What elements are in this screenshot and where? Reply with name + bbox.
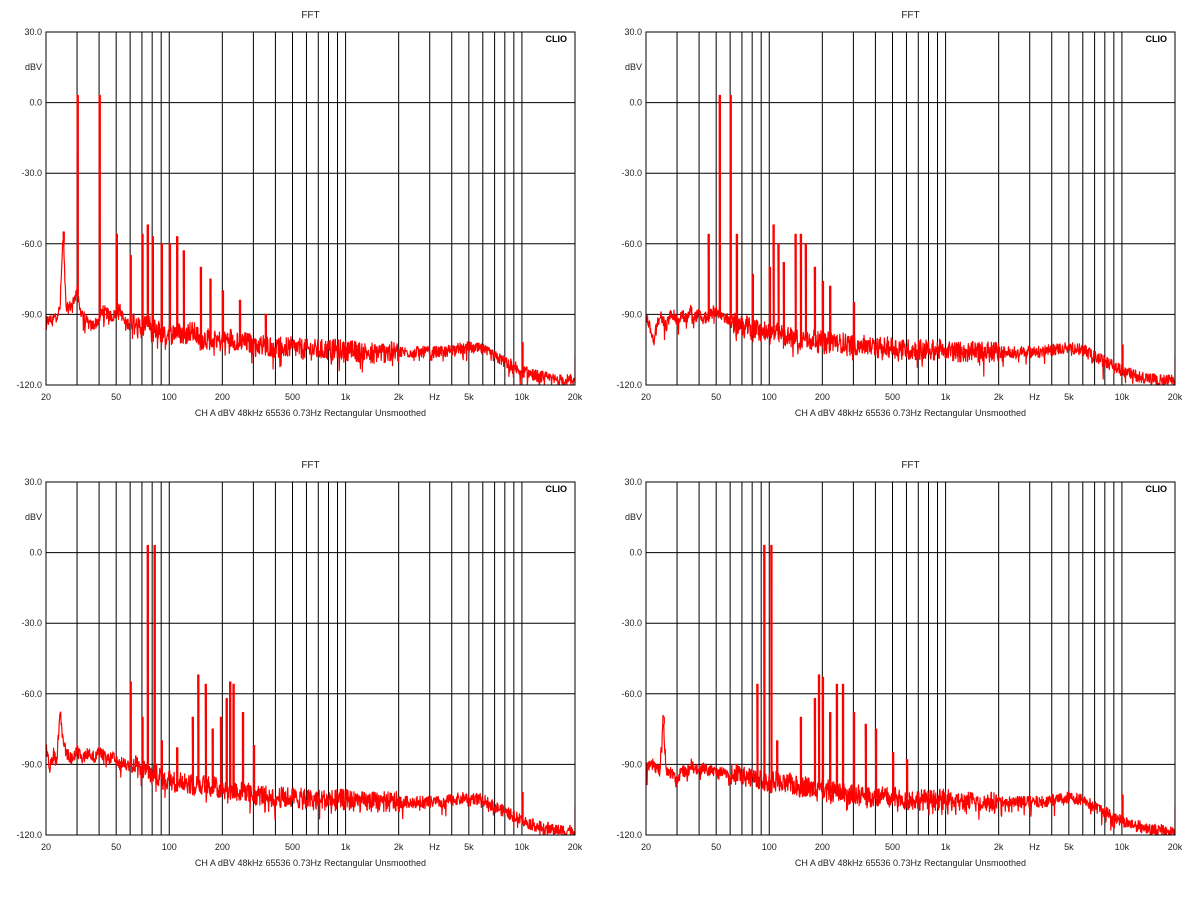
fft-panel-3: FFT 30.0 0.0 -30.0 -60.0 -90.0 -120.0 dBV 20 50 10… xyxy=(16,460,582,868)
y-tick-label: -30.0 xyxy=(21,168,42,178)
y-axis-unit: dBV xyxy=(25,62,42,72)
x-tick-label: 50 xyxy=(711,392,721,402)
x-tick-label: 20k xyxy=(1168,842,1183,852)
x-tick-label: 5k xyxy=(464,842,474,852)
y-tick-label: -60.0 xyxy=(621,689,642,699)
x-tick-label: 20k xyxy=(568,392,583,402)
fft-panel-4: FFT 30.0 0.0 -30.0 -60.0 -90.0 -120.0 dBV 20 50 10… xyxy=(616,460,1182,868)
chart-footer: CH A dBV 48kHz 65536 0.73Hz Rectangular … xyxy=(795,408,1026,418)
y-axis-unit: dBV xyxy=(625,512,642,522)
x-tick-label: 20k xyxy=(568,842,583,852)
fft-trace-series xyxy=(646,94,1175,385)
fft-trace-series xyxy=(46,94,575,385)
y-tick-label: -90.0 xyxy=(21,759,42,769)
y-tick-label: 30.0 xyxy=(24,27,42,37)
chart-footer: CH A dBV 48kHz 65536 0.73Hz Rectangular … xyxy=(195,408,426,418)
x-tick-label: 20k xyxy=(1168,392,1183,402)
y-tick-label: -120.0 xyxy=(616,380,642,390)
brand-logo-text: CLIO xyxy=(546,34,568,44)
fft-panel-1: FFT 30.0 0.0 -30.0 -60.0 -90.0 -120.0 dBV 20 50 10… xyxy=(16,10,582,418)
x-tick-label: 2k xyxy=(394,842,404,852)
plot-frame xyxy=(45,31,576,386)
brand-logo-text: CLIO xyxy=(1146,484,1168,494)
x-tick-label: 2k xyxy=(394,392,404,402)
x-tick-label: 500 xyxy=(285,842,300,852)
plot-frame xyxy=(645,31,1176,386)
plot-frame xyxy=(45,481,576,836)
x-tick-label: 10k xyxy=(1115,392,1130,402)
brand-logo-text: CLIO xyxy=(546,484,568,494)
y-axis-unit: dBV xyxy=(25,512,42,522)
fft-trace-series xyxy=(46,544,575,835)
x-tick-label: 10k xyxy=(515,392,530,402)
x-axis-unit: Hz xyxy=(429,842,440,852)
y-tick-label: -120.0 xyxy=(616,830,642,840)
y-tick-label: 30.0 xyxy=(624,27,642,37)
x-tick-label: 200 xyxy=(815,842,830,852)
y-tick-label: -120.0 xyxy=(16,830,42,840)
x-tick-label: 50 xyxy=(711,842,721,852)
y-tick-label: 30.0 xyxy=(624,477,642,487)
x-tick-label: 50 xyxy=(111,392,121,402)
y-tick-label: -30.0 xyxy=(621,168,642,178)
y-tick-label: -60.0 xyxy=(21,689,42,699)
x-tick-label: 5k xyxy=(464,392,474,402)
x-tick-label: 200 xyxy=(815,392,830,402)
x-axis-unit: Hz xyxy=(1029,842,1040,852)
y-tick-label: -90.0 xyxy=(621,759,642,769)
chart-title: FFT xyxy=(901,10,919,21)
x-tick-label: 500 xyxy=(885,842,900,852)
y-tick-label: 30.0 xyxy=(24,477,42,487)
x-tick-label: 1k xyxy=(941,392,951,402)
y-tick-label: -30.0 xyxy=(621,618,642,628)
y-tick-label: 0.0 xyxy=(629,98,642,108)
x-tick-label: 500 xyxy=(285,392,300,402)
x-tick-label: 200 xyxy=(215,392,230,402)
chart-title: FFT xyxy=(301,10,319,21)
fft-trace-series xyxy=(646,544,1175,835)
y-tick-label: -60.0 xyxy=(21,239,42,249)
chart-footer: CH A dBV 48kHz 65536 0.73Hz Rectangular … xyxy=(195,858,426,868)
x-tick-label: 10k xyxy=(515,842,530,852)
y-tick-label: -90.0 xyxy=(21,309,42,319)
x-tick-label: 100 xyxy=(162,392,177,402)
x-tick-label: 1k xyxy=(341,842,351,852)
y-tick-label: 0.0 xyxy=(29,98,42,108)
y-axis-unit: dBV xyxy=(625,62,642,72)
x-tick-label: 20 xyxy=(41,842,51,852)
brand-logo-text: CLIO xyxy=(1146,34,1168,44)
y-tick-label: 0.0 xyxy=(629,548,642,558)
x-tick-label: 100 xyxy=(162,842,177,852)
x-tick-label: 100 xyxy=(762,842,777,852)
x-tick-label: 5k xyxy=(1064,392,1074,402)
x-tick-label: 50 xyxy=(111,842,121,852)
x-tick-label: 100 xyxy=(762,392,777,402)
x-tick-label: 2k xyxy=(994,842,1004,852)
y-tick-label: -120.0 xyxy=(16,380,42,390)
y-tick-label: -90.0 xyxy=(621,309,642,319)
x-tick-label: 20 xyxy=(41,392,51,402)
x-tick-label: 500 xyxy=(885,392,900,402)
plot-frame xyxy=(645,481,1176,836)
x-tick-label: 2k xyxy=(994,392,1004,402)
x-tick-label: 10k xyxy=(1115,842,1130,852)
x-tick-label: 1k xyxy=(341,392,351,402)
chart-title: FFT xyxy=(901,460,919,471)
x-tick-label: 200 xyxy=(215,842,230,852)
x-tick-label: 5k xyxy=(1064,842,1074,852)
x-tick-label: 20 xyxy=(641,842,651,852)
y-tick-label: 0.0 xyxy=(29,548,42,558)
x-tick-label: 1k xyxy=(941,842,951,852)
x-tick-label: 20 xyxy=(641,392,651,402)
x-axis-unit: Hz xyxy=(1029,392,1040,402)
y-tick-label: -60.0 xyxy=(621,239,642,249)
x-axis-unit: Hz xyxy=(429,392,440,402)
y-tick-label: -30.0 xyxy=(21,618,42,628)
chart-title: FFT xyxy=(301,460,319,471)
fft-panel-2: FFT 30.0 0.0 -30.0 -60.0 -90.0 -120.0 dBV 20 50 10… xyxy=(616,10,1182,418)
chart-footer: CH A dBV 48kHz 65536 0.73Hz Rectangular … xyxy=(795,858,1026,868)
